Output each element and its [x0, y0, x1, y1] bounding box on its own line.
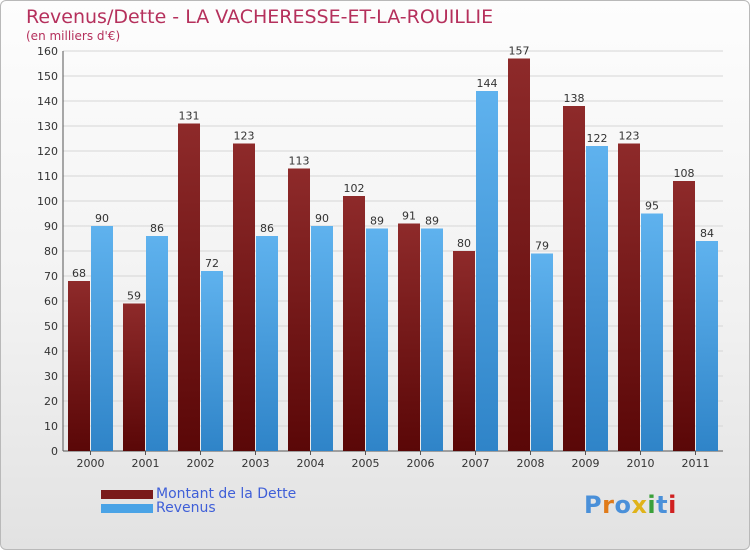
grid-lines — [63, 50, 723, 452]
y-tick-label: 90 — [44, 220, 58, 233]
data-label-debt: 138 — [564, 92, 585, 105]
chart-title: Revenus/Dette - LA VACHERESSE-ET-LA-ROUI… — [26, 6, 494, 28]
y-tick-label: 40 — [44, 345, 58, 358]
y-tick-label: 20 — [44, 395, 58, 408]
data-label-debt: 108 — [674, 167, 695, 180]
bar-revenus — [311, 226, 333, 451]
data-label-revenus: 79 — [535, 240, 549, 253]
legend-item-revenus: Revenus — [101, 500, 216, 516]
y-tick-label: 100 — [37, 195, 58, 208]
data-label-revenus: 89 — [425, 215, 439, 228]
bar-revenus — [696, 241, 718, 451]
logo-letter: i — [668, 491, 677, 519]
x-tick-label: 2008 — [517, 457, 545, 470]
data-label-revenus: 144 — [477, 77, 498, 90]
bar-debt — [453, 251, 475, 451]
data-label-revenus: 90 — [95, 212, 109, 225]
logo-letter: i — [647, 491, 657, 519]
bar-debt — [233, 143, 255, 451]
data-label-debt: 123 — [619, 130, 640, 143]
bar-revenus — [91, 226, 113, 451]
y-tick-label: 30 — [44, 370, 58, 383]
bars — [68, 58, 718, 451]
y-tick-label: 60 — [44, 295, 58, 308]
y-tick-label: 50 — [44, 320, 58, 333]
x-tick-label: 2011 — [682, 457, 710, 470]
y-tick-label: 70 — [44, 270, 58, 283]
x-tick-label: 2010 — [627, 457, 655, 470]
legend-label-revenus: Revenus — [156, 500, 216, 516]
bar-revenus — [256, 236, 278, 451]
logo-letter: P — [584, 491, 603, 519]
bar-revenus — [476, 91, 498, 451]
logo-letter: o — [614, 491, 632, 519]
y-tick-label: 110 — [37, 170, 58, 183]
bar-revenus — [586, 146, 608, 451]
x-tick-label: 2009 — [572, 457, 600, 470]
bar-debt — [673, 181, 695, 451]
x-tick-label: 2003 — [242, 457, 270, 470]
x-tick-label: 2001 — [132, 457, 160, 470]
x-tick-label: 2002 — [187, 457, 215, 470]
x-tick-label: 2006 — [407, 457, 435, 470]
data-label-debt: 68 — [72, 267, 86, 280]
data-label-debt: 123 — [234, 130, 255, 143]
bar-revenus — [146, 236, 168, 451]
y-tick-label: 80 — [44, 245, 58, 258]
logo-letter: t — [656, 491, 669, 519]
y-tick-label: 120 — [37, 145, 58, 158]
data-label-revenus: 84 — [700, 227, 714, 240]
bar-revenus — [421, 228, 443, 451]
bar-revenus — [201, 271, 223, 451]
bar-debt — [343, 196, 365, 451]
logo-letter: r — [602, 491, 615, 519]
data-label-revenus: 86 — [150, 222, 164, 235]
bar-revenus — [366, 228, 388, 451]
bar-debt — [563, 106, 585, 451]
axes — [62, 51, 723, 455]
y-tick-label: 0 — [51, 445, 58, 458]
bar-debt — [618, 143, 640, 451]
x-tick-label: 2005 — [352, 457, 380, 470]
data-label-debt: 131 — [179, 110, 200, 123]
y-tick-label: 130 — [37, 120, 58, 133]
data-label-revenus: 86 — [260, 222, 274, 235]
legend-swatch-debt — [101, 489, 153, 499]
proxiti-logo: Proxiti — [584, 491, 677, 519]
data-label-revenus: 90 — [315, 212, 329, 225]
x-tick-label: 2000 — [77, 457, 105, 470]
y-tick-label: 140 — [37, 95, 58, 108]
bar-debt — [398, 223, 420, 451]
legend-item-debt: Montant de la Dette — [101, 486, 297, 502]
y-tick-label: 150 — [37, 70, 58, 83]
logo-letter: x — [631, 491, 648, 519]
bar-debt — [68, 281, 90, 451]
data-label-revenus: 122 — [587, 132, 608, 145]
labels: 0 10 20 30 40 50 60 70 80 90 100 110 120 130 140 150 160… — [37, 45, 714, 471]
bar-debt — [178, 123, 200, 451]
legend-swatch-revenus — [101, 503, 153, 513]
x-tick-label: 2007 — [462, 457, 490, 470]
y-tick-label: 160 — [37, 45, 58, 58]
bar-revenus — [531, 253, 553, 451]
y-tick-label: 10 — [44, 420, 58, 433]
data-label-debt: 113 — [289, 155, 310, 168]
data-label-revenus: 89 — [370, 215, 384, 228]
data-label-debt: 91 — [402, 210, 416, 223]
data-label-debt: 157 — [509, 45, 530, 58]
data-label-revenus: 72 — [205, 257, 219, 270]
bar-revenus — [641, 213, 663, 451]
chart-subtitle: (en milliers d'€) — [26, 29, 121, 43]
x-tick-label: 2004 — [297, 457, 325, 470]
data-label-debt: 80 — [457, 237, 471, 250]
legend-label-debt: Montant de la Dette — [156, 486, 297, 502]
data-label-revenus: 95 — [645, 200, 659, 213]
data-label-debt: 59 — [127, 290, 141, 303]
data-label-debt: 102 — [344, 182, 365, 195]
bar-debt — [123, 303, 145, 451]
bar-debt — [508, 58, 530, 451]
bar-debt — [288, 168, 310, 451]
